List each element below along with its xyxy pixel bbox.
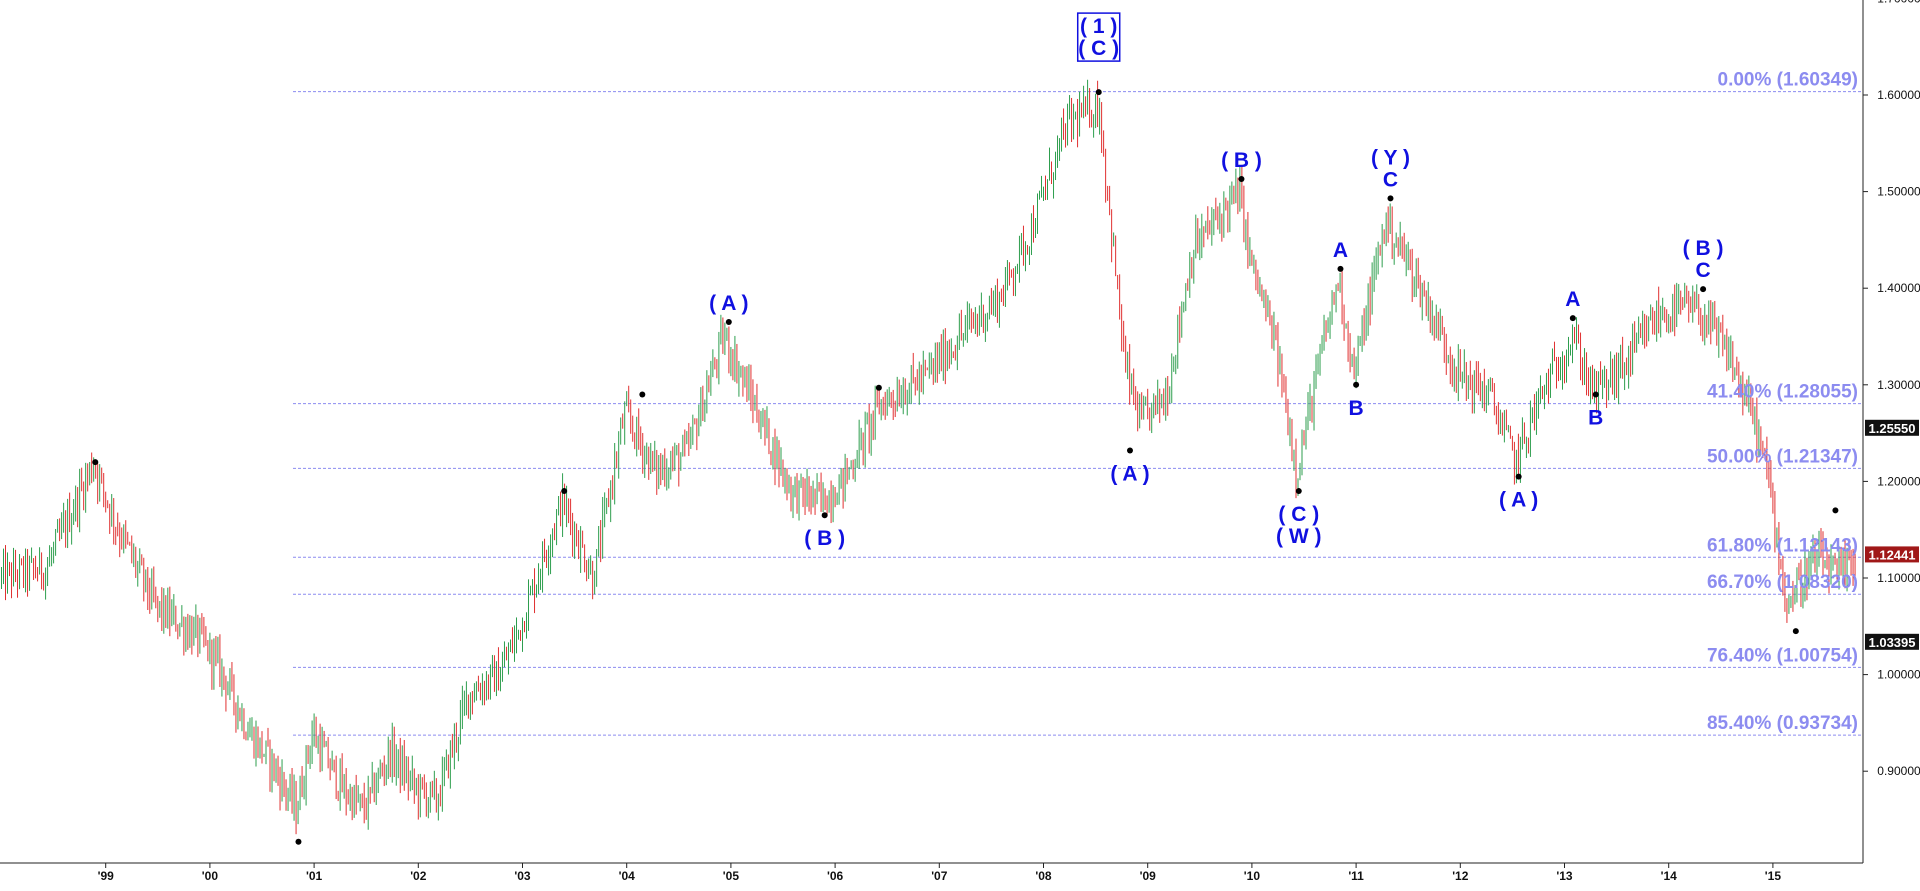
pivot-dot bbox=[1337, 265, 1344, 272]
x-tick-label: '15 bbox=[1765, 869, 1782, 883]
pivot-dot bbox=[1569, 315, 1576, 322]
pivot-dot bbox=[821, 512, 828, 519]
pivot-dot bbox=[561, 488, 568, 495]
wave-label: A bbox=[1333, 239, 1348, 262]
x-tick-label: '02 bbox=[410, 869, 427, 883]
x-tick-label: '12 bbox=[1452, 869, 1469, 883]
wave-label: ( W ) bbox=[1276, 525, 1321, 548]
fib-level-label: 41.40% (1.28055) bbox=[1707, 382, 1858, 403]
wave-label: ( Y ) bbox=[1371, 146, 1410, 169]
pivot-dot bbox=[1515, 473, 1522, 480]
pivot-dot bbox=[1387, 195, 1394, 202]
pivot-dot bbox=[1295, 488, 1302, 495]
wave-label: ( A ) bbox=[1499, 489, 1538, 512]
x-tick-label: '04 bbox=[619, 869, 636, 883]
price-tag-box bbox=[1865, 633, 1919, 650]
pivot-dot bbox=[725, 319, 732, 326]
y-tick-label: 0.90000 bbox=[1877, 764, 1920, 778]
price-tag-label: 1.25550 bbox=[1869, 421, 1916, 436]
x-tick-label: '06 bbox=[827, 869, 844, 883]
price-candles bbox=[1, 79, 1856, 835]
y-tick-label: 1.00000 bbox=[1877, 668, 1920, 682]
price-tag-label: 1.03395 bbox=[1869, 635, 1916, 650]
fib-level-label: 66.70% (1.08320) bbox=[1707, 572, 1858, 593]
price-tag-box bbox=[1865, 419, 1919, 436]
fib-level-label: 76.40% (1.00754) bbox=[1707, 645, 1858, 666]
wave-label: ( A ) bbox=[1110, 462, 1149, 485]
pivot-dot bbox=[1126, 447, 1133, 454]
y-tick-label: 1.10000 bbox=[1877, 571, 1920, 585]
x-tick-label: '05 bbox=[723, 869, 740, 883]
fib-levels bbox=[293, 91, 1863, 736]
x-axis-ticks: '99 '00 '01 '02 '03 '04 '05 '06 '07 '08 '09 '10 '11 '… bbox=[98, 863, 1782, 883]
x-tick-label: '09 bbox=[1140, 869, 1157, 883]
pivot-dot bbox=[1792, 628, 1799, 635]
wave-label: C bbox=[1383, 168, 1398, 191]
wave-label: ( C ) bbox=[1078, 37, 1119, 60]
pivot-dot bbox=[875, 384, 882, 391]
pivot-dot bbox=[1832, 507, 1839, 514]
wave-label: ( B ) bbox=[804, 527, 845, 550]
y-tick-label: 1.30000 bbox=[1877, 378, 1920, 392]
pivot-dot bbox=[1238, 176, 1245, 183]
x-tick-label: '14 bbox=[1661, 869, 1678, 883]
x-tick-label: '01 bbox=[306, 869, 323, 883]
wave-label: ( C ) bbox=[1278, 503, 1319, 526]
pivot-dot bbox=[1353, 381, 1360, 388]
x-tick-label: '08 bbox=[1035, 869, 1052, 883]
wave-label: ( 1 ) bbox=[1080, 15, 1117, 38]
pivot-dot bbox=[1700, 286, 1707, 293]
y-tick-label: 1.20000 bbox=[1877, 474, 1920, 488]
wave-label-box bbox=[1076, 12, 1121, 62]
price-tags: 1.25550 1.12441 1.03395 bbox=[1865, 419, 1919, 650]
y-tick-label: 1.70000 bbox=[1877, 0, 1920, 5]
fib-level-label: 85.40% (0.93734) bbox=[1707, 713, 1858, 734]
x-tick-label: '11 bbox=[1348, 869, 1364, 883]
y-tick-label: 1.60000 bbox=[1877, 88, 1920, 102]
pivot-dot bbox=[639, 391, 646, 398]
x-tick-label: '03 bbox=[514, 869, 531, 883]
x-tick-label: '99 bbox=[98, 869, 115, 883]
pivot-dot bbox=[1592, 391, 1599, 398]
wave-label: ( B ) bbox=[1683, 237, 1724, 260]
fib-labels: 0.00% (1.60349) 41.40% (1.28055) 50.00% (1… bbox=[1707, 70, 1858, 735]
wave-label: C bbox=[1696, 259, 1711, 282]
y-tick-label: 1.40000 bbox=[1877, 281, 1920, 295]
x-tick-label: '07 bbox=[931, 869, 948, 883]
fib-level-label: 0.00% (1.60349) bbox=[1718, 70, 1859, 91]
x-tick-label: '10 bbox=[1244, 869, 1261, 883]
price-tag-box bbox=[1865, 546, 1919, 563]
fib-level-label: 61.80% (1.12143) bbox=[1707, 535, 1858, 556]
y-tick-label: 1.50000 bbox=[1877, 185, 1920, 199]
pivot-dot bbox=[295, 838, 302, 845]
pivot-dot bbox=[1095, 89, 1102, 96]
wave-label: B bbox=[1349, 397, 1364, 420]
x-tick-label: '00 bbox=[202, 869, 219, 883]
wave-label: ( A ) bbox=[709, 292, 748, 315]
wave-label: A bbox=[1565, 288, 1580, 311]
pivot-dot bbox=[92, 459, 99, 466]
y-axis-ticks: 0.90000 1.00000 1.10000 1.20000 1.30000 1.400… bbox=[1863, 0, 1920, 778]
wave-label: B bbox=[1588, 406, 1603, 429]
wave-label: ( B ) bbox=[1221, 149, 1262, 172]
x-tick-label: '13 bbox=[1556, 869, 1573, 883]
price-tag-label: 1.12441 bbox=[1869, 547, 1916, 562]
wave-pivots: ( A )( B )( 1 )( C )( A )( B )( C )( W )… bbox=[92, 12, 1839, 845]
fib-level-label: 50.00% (1.21347) bbox=[1707, 446, 1858, 467]
